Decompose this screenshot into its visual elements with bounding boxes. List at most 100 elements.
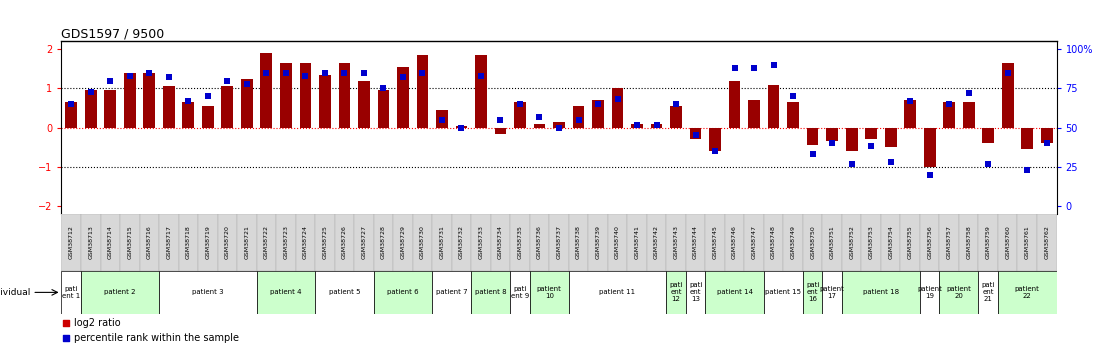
Point bbox=[218, 78, 236, 83]
Bar bbox=[319, 75, 331, 128]
Text: GSM38728: GSM38728 bbox=[381, 225, 386, 259]
Bar bbox=[690, 128, 701, 139]
Text: patient 18: patient 18 bbox=[863, 289, 899, 295]
Bar bbox=[61, 214, 80, 271]
Bar bbox=[998, 271, 1057, 314]
Point bbox=[940, 101, 958, 107]
Bar bbox=[433, 214, 452, 271]
Point bbox=[511, 101, 529, 107]
Text: GSM38754: GSM38754 bbox=[888, 225, 893, 259]
Bar bbox=[803, 271, 823, 314]
Text: GSM38744: GSM38744 bbox=[693, 225, 698, 259]
Text: GSM38732: GSM38732 bbox=[459, 225, 464, 259]
Bar bbox=[334, 214, 354, 271]
Text: GSM38742: GSM38742 bbox=[654, 225, 659, 259]
Text: GSM38760: GSM38760 bbox=[1005, 226, 1011, 259]
Bar bbox=[257, 271, 315, 314]
Text: GSM38758: GSM38758 bbox=[966, 226, 972, 259]
Text: pati
ent
16: pati ent 16 bbox=[806, 283, 819, 302]
Bar bbox=[904, 100, 916, 128]
Bar bbox=[944, 102, 955, 128]
Bar bbox=[373, 214, 394, 271]
Bar bbox=[433, 271, 471, 314]
Bar bbox=[666, 271, 685, 314]
Bar bbox=[471, 214, 491, 271]
Bar bbox=[764, 214, 784, 271]
Text: GSM38762: GSM38762 bbox=[1044, 225, 1050, 259]
Point bbox=[238, 81, 256, 87]
Bar bbox=[768, 85, 779, 128]
Point bbox=[492, 117, 510, 122]
Bar bbox=[510, 214, 530, 271]
Point bbox=[746, 65, 764, 71]
Bar bbox=[101, 214, 120, 271]
Text: percentile rank within the sample: percentile rank within the sample bbox=[74, 333, 239, 343]
Point bbox=[979, 161, 997, 167]
Point bbox=[433, 117, 451, 122]
Bar bbox=[280, 63, 292, 128]
Bar bbox=[237, 214, 257, 271]
Text: patient 2: patient 2 bbox=[104, 289, 135, 295]
Bar bbox=[920, 271, 939, 314]
Bar bbox=[533, 124, 546, 128]
Point bbox=[354, 70, 372, 76]
Bar bbox=[807, 128, 818, 145]
Bar bbox=[300, 63, 311, 128]
Point bbox=[335, 70, 353, 76]
Text: GSM38725: GSM38725 bbox=[322, 225, 328, 259]
Text: GSM38761: GSM38761 bbox=[1025, 226, 1030, 259]
Bar bbox=[514, 102, 525, 128]
Text: patient 7: patient 7 bbox=[436, 289, 467, 295]
Bar bbox=[842, 271, 920, 314]
Bar bbox=[104, 90, 116, 128]
Bar bbox=[705, 271, 764, 314]
Bar bbox=[413, 214, 433, 271]
Bar bbox=[182, 102, 195, 128]
Text: GSM38752: GSM38752 bbox=[850, 225, 854, 259]
Bar bbox=[373, 271, 433, 314]
Bar bbox=[842, 214, 861, 271]
Text: GSM38756: GSM38756 bbox=[927, 226, 932, 259]
Bar bbox=[685, 214, 705, 271]
Text: GSM38719: GSM38719 bbox=[206, 225, 210, 259]
Bar bbox=[436, 110, 448, 128]
Text: GSM38727: GSM38727 bbox=[361, 225, 367, 259]
Bar bbox=[1017, 214, 1038, 271]
Text: GSM38746: GSM38746 bbox=[732, 225, 737, 259]
Point bbox=[628, 122, 646, 127]
Text: GSM38726: GSM38726 bbox=[342, 225, 347, 259]
Bar bbox=[315, 214, 334, 271]
Point bbox=[394, 75, 411, 80]
Bar bbox=[920, 214, 939, 271]
Bar bbox=[456, 126, 467, 128]
Text: GSM38731: GSM38731 bbox=[439, 225, 445, 259]
Bar bbox=[358, 81, 370, 128]
Bar bbox=[998, 214, 1017, 271]
Bar bbox=[923, 128, 936, 167]
Point bbox=[882, 159, 900, 165]
Text: log2 ratio: log2 ratio bbox=[74, 318, 121, 328]
Text: patient
22: patient 22 bbox=[1015, 286, 1040, 299]
Point bbox=[686, 133, 704, 138]
Point bbox=[608, 97, 626, 102]
Point bbox=[179, 98, 197, 104]
Text: GSM38723: GSM38723 bbox=[283, 225, 288, 259]
Bar bbox=[569, 214, 588, 271]
Text: GSM38749: GSM38749 bbox=[790, 225, 796, 259]
Point bbox=[569, 117, 587, 122]
Bar bbox=[397, 67, 409, 128]
Bar bbox=[491, 214, 510, 271]
Point bbox=[453, 125, 471, 130]
Point bbox=[141, 70, 159, 76]
Bar bbox=[378, 90, 389, 128]
Bar bbox=[978, 214, 998, 271]
Text: GSM38745: GSM38745 bbox=[712, 225, 718, 259]
Text: GSM38736: GSM38736 bbox=[537, 225, 542, 259]
Bar bbox=[787, 102, 799, 128]
Point bbox=[589, 101, 607, 107]
Text: GSM38718: GSM38718 bbox=[186, 226, 191, 259]
Bar bbox=[85, 90, 96, 128]
Text: patient 14: patient 14 bbox=[717, 289, 752, 295]
Bar bbox=[627, 214, 647, 271]
Point bbox=[726, 65, 743, 71]
